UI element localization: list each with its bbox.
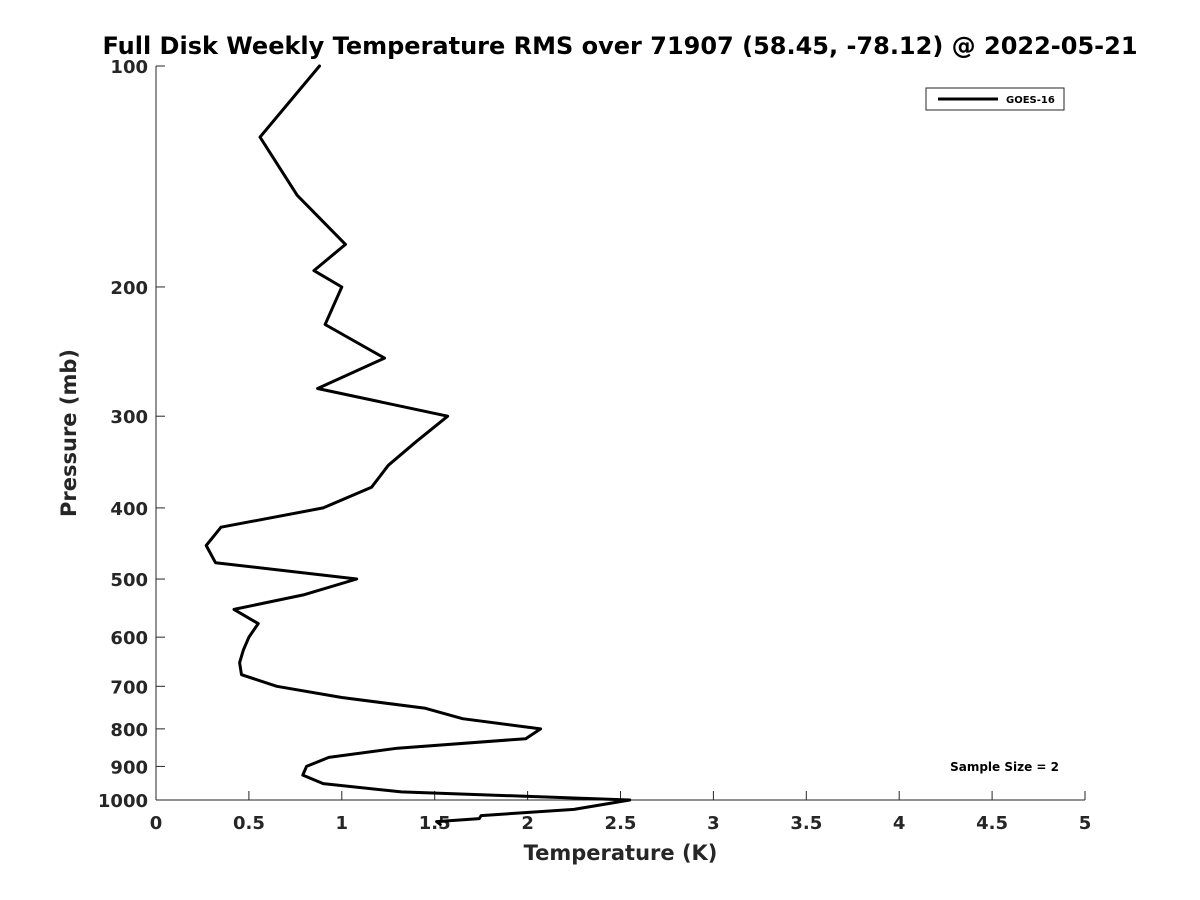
- y-tick-label: 100: [110, 57, 148, 78]
- plot-lines: [204, 64, 632, 826]
- x-tick-label: 3: [707, 813, 720, 834]
- chart-title: Full Disk Weekly Temperature RMS over 71…: [102, 32, 1137, 60]
- series-line-goes-16: [204, 64, 632, 826]
- y-tick-label: 700: [110, 677, 148, 698]
- y-tick-label: 400: [110, 499, 148, 520]
- y-tick-label: 200: [110, 278, 148, 299]
- x-tick-label: 2: [521, 813, 534, 834]
- x-tick-label: 1.5: [419, 813, 451, 834]
- y-tick-label: 300: [110, 407, 148, 428]
- legend-label: GOES-16: [1006, 95, 1055, 106]
- y-tick-label: 800: [110, 720, 148, 741]
- x-tick-label: 4.5: [976, 813, 1008, 834]
- y-axis-label: Pressure (mb): [57, 349, 81, 517]
- y-tick-label: 1000: [98, 791, 148, 812]
- sample-size-annotation: Sample Size = 2: [950, 760, 1059, 774]
- x-axis-label: Temperature (K): [524, 841, 718, 865]
- y-tick-label: 900: [110, 757, 148, 778]
- x-tick-label: 4: [893, 813, 906, 834]
- x-tick-label: 1: [336, 813, 349, 834]
- x-tick-label: 0: [150, 813, 163, 834]
- legend: GOES-16: [925, 87, 1065, 111]
- x-tick-label: 2.5: [605, 813, 637, 834]
- x-tick-label: 5: [1079, 813, 1092, 834]
- x-tick-label: 0.5: [233, 813, 265, 834]
- y-tick-label: 600: [110, 628, 148, 649]
- y-tick-label: 500: [110, 570, 148, 591]
- x-tick-label: 3.5: [790, 813, 822, 834]
- axes: 0 0.5 1 1.5 2 2.5 3 3.5 4 4.5 5 100 200 300 400 500 600 7…: [98, 57, 1091, 834]
